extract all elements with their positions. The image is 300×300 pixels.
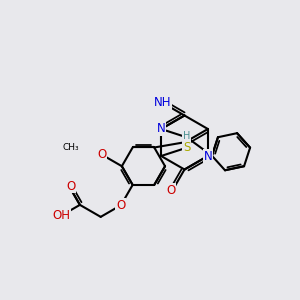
Text: N: N bbox=[157, 122, 166, 136]
Text: O: O bbox=[97, 148, 106, 161]
Text: CH₃: CH₃ bbox=[63, 143, 80, 152]
Text: O: O bbox=[116, 199, 126, 212]
Text: N: N bbox=[203, 149, 212, 163]
Text: S: S bbox=[183, 141, 190, 154]
Text: OH: OH bbox=[52, 209, 70, 222]
Text: H: H bbox=[183, 130, 190, 141]
Text: NH: NH bbox=[154, 96, 171, 109]
Text: O: O bbox=[166, 184, 175, 197]
Text: O: O bbox=[66, 180, 75, 193]
